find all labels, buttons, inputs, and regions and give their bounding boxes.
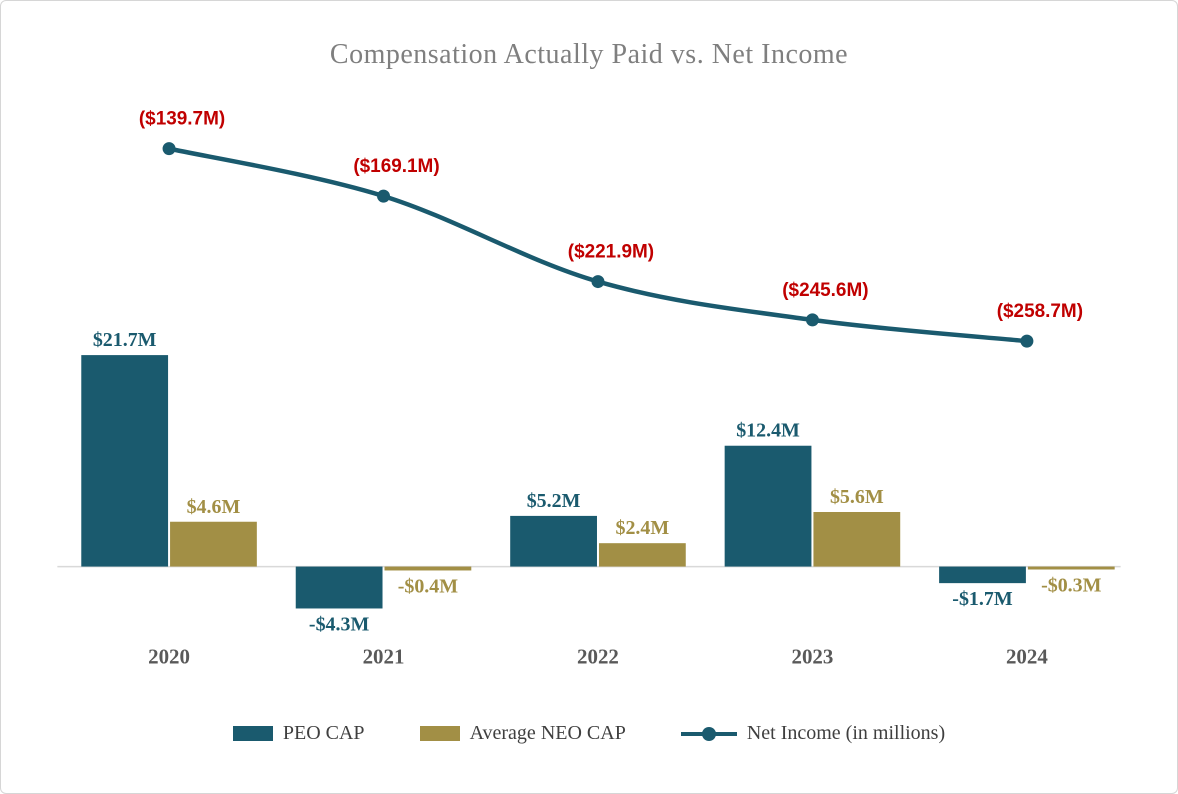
bar-data-label-peo-cap-2020: $21.7M: [93, 329, 157, 351]
bar-peo-cap-2023[interactable]: [724, 445, 812, 567]
bar-data-label-average-neo-cap-2020: $4.6M: [187, 496, 241, 518]
chart-legend: PEO CAP Average NEO CAP Net Income (in m…: [1, 722, 1177, 745]
bar-peo-cap-2021[interactable]: [295, 566, 383, 609]
bar-peo-cap-2024[interactable]: [939, 566, 1026, 584]
bar-data-label-peo-cap-2024: -$1.7M: [952, 588, 1013, 610]
x-axis-tick-2024: 2024: [1006, 644, 1048, 668]
bar-data-label-average-neo-cap-2023: $5.6M: [830, 486, 884, 508]
net-income-data-label-2022: ($221.9M): [568, 242, 654, 263]
net-income-point-2023[interactable]: [805, 313, 819, 327]
legend-label-peo-cap: PEO CAP: [282, 722, 365, 744]
chart-title: Compensation Actually Paid vs. Net Incom…: [329, 39, 849, 70]
net-income-line-swatch-icon: [680, 726, 737, 741]
net-income-data-label-2024: ($258.7M): [997, 301, 1083, 322]
x-axis-tick-2023: 2023: [791, 644, 833, 668]
bar-peo-cap-2020[interactable]: [81, 355, 169, 567]
average-neo-cap-swatch-icon: [419, 726, 460, 741]
x-axis-tick-2020: 2020: [148, 644, 190, 668]
net-income-point-2024[interactable]: [1020, 334, 1034, 348]
x-axis-tick-2021: 2021: [363, 644, 405, 668]
peo-cap-swatch-icon: [232, 726, 273, 741]
legend-label-average-neo-cap: Average NEO CAP: [469, 722, 626, 744]
bar-average-neo-cap-2022[interactable]: [598, 543, 686, 567]
legend-label-net-income: Net Income (in millions): [746, 722, 946, 744]
bar-average-neo-cap-2021[interactable]: [384, 566, 472, 571]
net-income-point-2021[interactable]: [377, 189, 391, 203]
bar-average-neo-cap-2020[interactable]: [170, 521, 257, 567]
legend-item-net-income[interactable]: Net Income (in millions): [680, 722, 946, 745]
bar-data-label-average-neo-cap-2024: -$0.3M: [1041, 574, 1102, 596]
bar-data-label-peo-cap-2021: -$4.3M: [309, 613, 370, 635]
bar-data-label-peo-cap-2022: $5.2M: [527, 490, 581, 512]
bar-data-label-average-neo-cap-2022: $2.4M: [616, 517, 670, 539]
x-axis-tick-2022: 2022: [577, 644, 619, 668]
bar-data-label-peo-cap-2023: $12.4M: [736, 420, 800, 442]
net-income-data-label-2023: ($245.6M): [782, 280, 868, 301]
bar-average-neo-cap-2024[interactable]: [1027, 566, 1115, 570]
net-income-point-2022[interactable]: [591, 275, 605, 289]
bar-data-label-average-neo-cap-2021: -$0.4M: [398, 575, 459, 597]
legend-item-peo-cap[interactable]: PEO CAP: [232, 722, 365, 745]
net-income-data-label-2020: ($139.7M): [139, 109, 225, 130]
bar-peo-cap-2022[interactable]: [510, 515, 597, 567]
net-income-point-2020[interactable]: [162, 142, 176, 156]
net-income-data-label-2021: ($169.1M): [353, 156, 439, 177]
bar-average-neo-cap-2023[interactable]: [813, 511, 901, 567]
legend-item-average-neo-cap[interactable]: Average NEO CAP: [419, 722, 626, 745]
